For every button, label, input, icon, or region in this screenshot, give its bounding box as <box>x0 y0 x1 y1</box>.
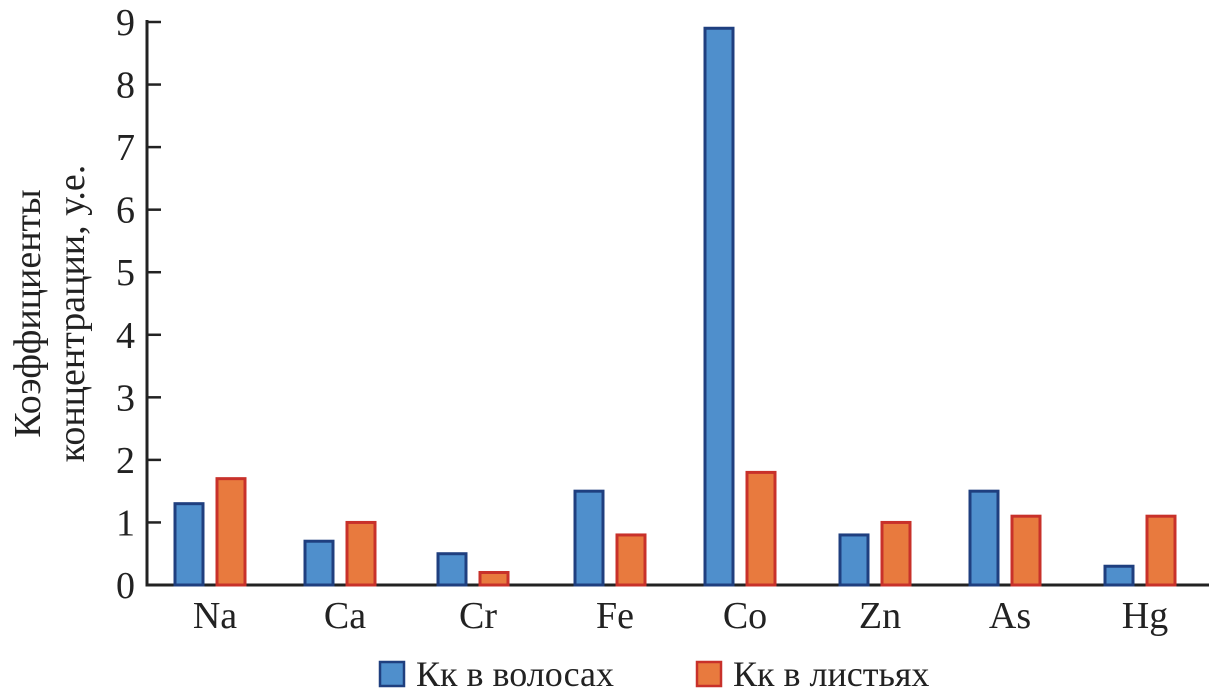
bar-as-series-2 <box>1010 514 1042 587</box>
bar-cr-series-2 <box>478 570 510 587</box>
bar-as-series-1 <box>968 489 1000 587</box>
bar-cr-series-1 <box>436 552 468 587</box>
x-tick-label: Hg <box>1122 595 1168 637</box>
x-tick-label: Ca <box>324 595 366 637</box>
axes: 0 1 2 3 4 5 6 7 8 9 Na Ca Cr Fe Co Zn As Hg <box>116 2 1209 637</box>
y-tick-label: 5 <box>116 252 135 294</box>
x-tick-label: Fe <box>596 595 634 637</box>
bar-ca-series-2 <box>345 520 377 587</box>
y-axis-label: Коэффициенты концентрации, у.е. <box>7 165 93 462</box>
x-tick-label: Zn <box>859 595 901 637</box>
y-tick-label: 0 <box>116 565 135 607</box>
bar-fe-series-2 <box>615 533 647 587</box>
bars <box>173 26 1177 587</box>
x-tick-label: Na <box>193 595 237 637</box>
legend-label: Кк в волосах <box>416 654 614 694</box>
y-tick-label: 4 <box>116 315 135 357</box>
y-tick-label: 1 <box>116 502 135 544</box>
y-tick-label: 7 <box>116 127 135 169</box>
bar-hg-series-2 <box>1145 514 1177 587</box>
bar-co-series-1 <box>703 26 735 587</box>
bar-na-series-2 <box>215 477 247 587</box>
y-tick-label: 3 <box>116 377 135 419</box>
y-tick-label: 8 <box>116 65 135 107</box>
bar-zn-series-1 <box>838 533 870 587</box>
legend-label: Кк в листьях <box>733 654 929 694</box>
bar-zn-series-2 <box>880 520 912 587</box>
bar-fe-series-1 <box>573 489 605 587</box>
y-tick-label: 9 <box>116 2 135 44</box>
bar-ca-series-1 <box>303 539 335 587</box>
legend-swatch <box>695 660 723 688</box>
legend-swatch <box>378 660 406 688</box>
y-axis-label-line: концентрации, у.е. <box>51 165 93 462</box>
bar-hg-series-1 <box>1103 564 1135 587</box>
y-tick-label: 2 <box>116 440 135 482</box>
x-tick-label: Cr <box>459 595 497 637</box>
bar-na-series-1 <box>173 502 205 587</box>
x-tick-label: Co <box>723 595 767 637</box>
bar-co-series-2 <box>745 470 777 587</box>
y-axis-label-line: Коэффициенты <box>7 189 49 437</box>
x-tick-label: As <box>989 595 1031 637</box>
legend: Кк в волосах Кк в листьях <box>378 654 929 694</box>
y-tick-label: 6 <box>116 190 135 232</box>
